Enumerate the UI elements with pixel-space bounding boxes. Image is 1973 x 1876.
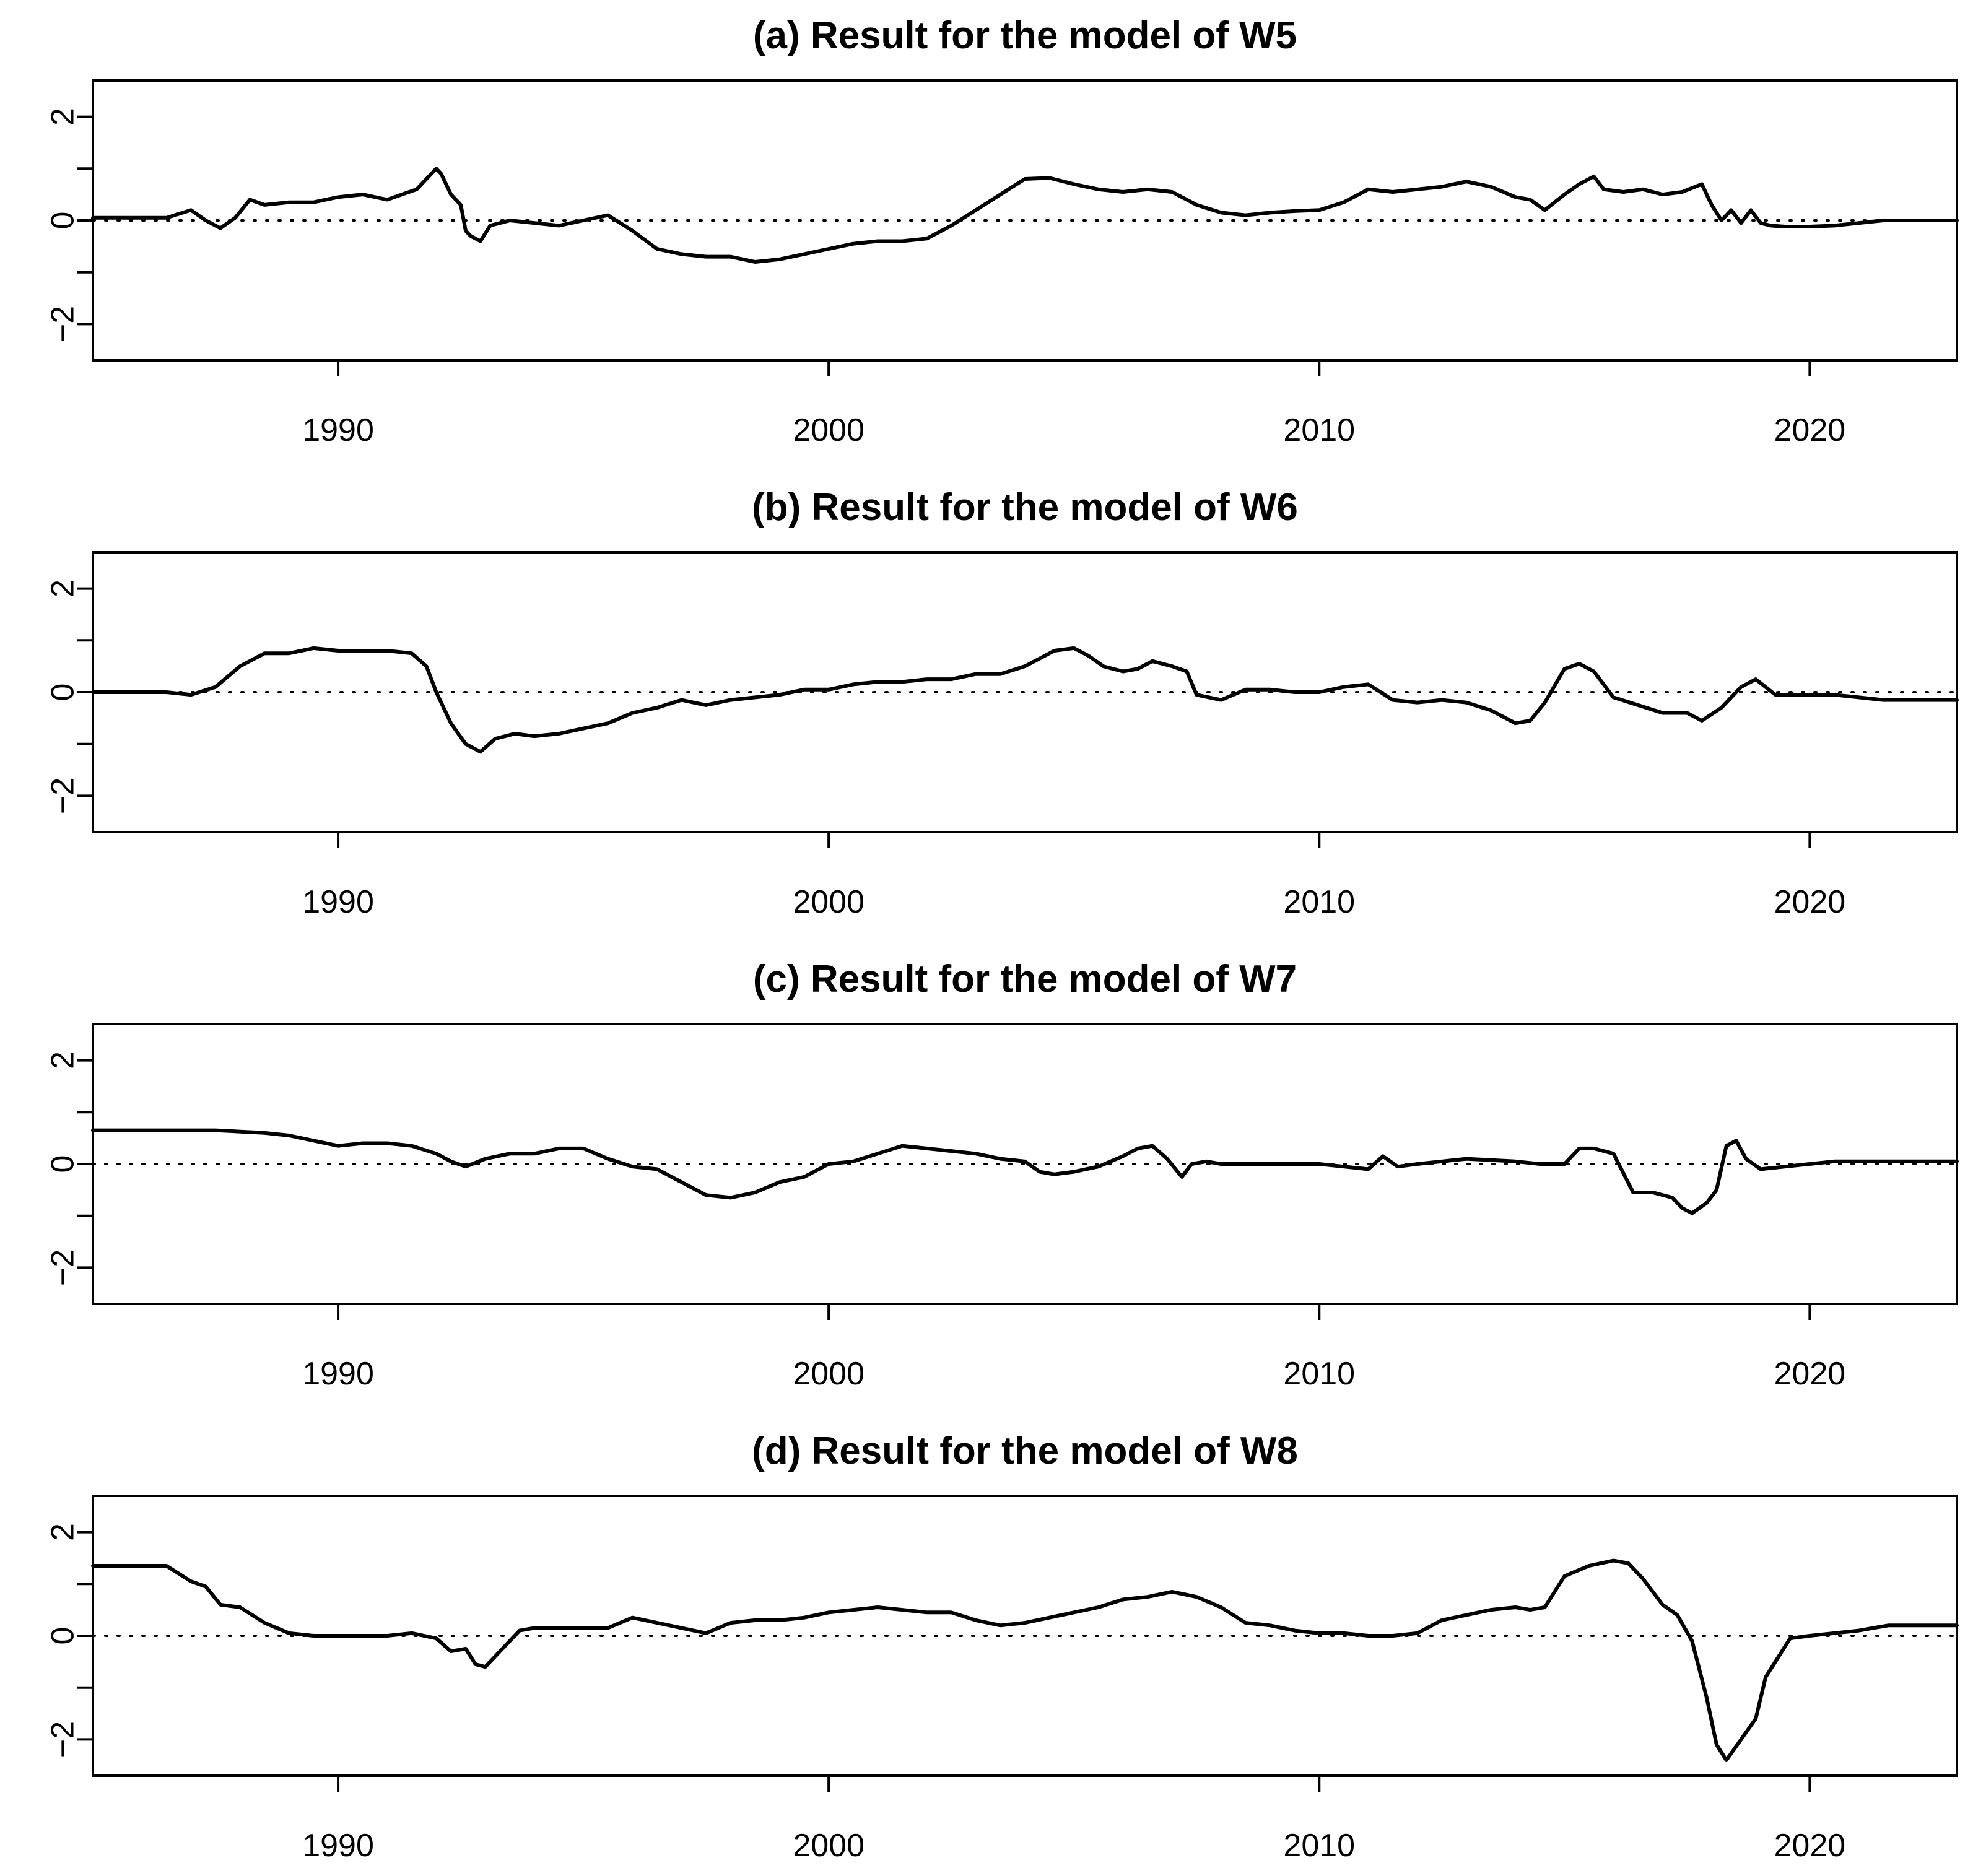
y-tick-label: 2	[45, 1523, 81, 1541]
y-tick-label: −2	[45, 306, 81, 342]
series-line	[91, 1558, 1959, 1762]
series-line	[91, 1128, 1959, 1215]
x-tick-label: 2010	[1283, 1356, 1355, 1392]
chart-title: (c) Result for the model of W7	[753, 958, 1297, 1001]
chart-panel: (d) Result for the model of W8 −2 0 2 1990 20…	[45, 1430, 1959, 1864]
chart-title: (d) Result for the model of W8	[752, 1430, 1298, 1472]
x-tick-label: 2010	[1283, 1828, 1355, 1864]
x-tick-label: 2010	[1283, 884, 1355, 920]
y-tick-label: 0	[45, 1627, 81, 1645]
y-tick-label: 0	[45, 684, 81, 701]
x-tick-label: 2000	[793, 1828, 865, 1864]
x-tick-label: 2020	[1774, 884, 1846, 920]
y-tick-label: 2	[45, 108, 81, 126]
y-tick-label: 0	[45, 1155, 81, 1173]
x-tick-label: 2000	[793, 412, 865, 448]
chart-panel: (c) Result for the model of W7 −2 0 2 1990 20…	[45, 958, 1959, 1392]
x-tick-label: 2000	[793, 884, 865, 920]
y-tick-label: 0	[45, 212, 81, 230]
chart-panel: (b) Result for the model of W6 −2 0 2 1990 20…	[45, 486, 1959, 920]
x-tick-label: 1990	[302, 412, 374, 448]
series-line	[91, 167, 1959, 264]
series-line	[91, 646, 1959, 754]
y-tick-label: −2	[45, 1249, 81, 1286]
x-tick-label: 1990	[302, 884, 374, 920]
chart-panel: (a) Result for the model of W5 −2 0 2 1990 20…	[45, 14, 1959, 448]
x-tick-label: 1990	[302, 1356, 374, 1392]
chart-title: (b) Result for the model of W6	[752, 486, 1298, 529]
x-tick-label: 2020	[1774, 1828, 1846, 1864]
x-tick-label: 1990	[302, 1828, 374, 1864]
y-tick-label: −2	[45, 778, 81, 814]
x-tick-label: 2010	[1283, 412, 1355, 448]
x-tick-label: 2020	[1774, 412, 1846, 448]
chart-title: (a) Result for the model of W5	[753, 14, 1297, 57]
x-tick-label: 2000	[793, 1356, 865, 1392]
y-tick-label: −2	[45, 1721, 81, 1758]
y-tick-label: 2	[45, 1051, 81, 1069]
x-tick-label: 2020	[1774, 1356, 1846, 1392]
y-tick-label: 2	[45, 580, 81, 597]
